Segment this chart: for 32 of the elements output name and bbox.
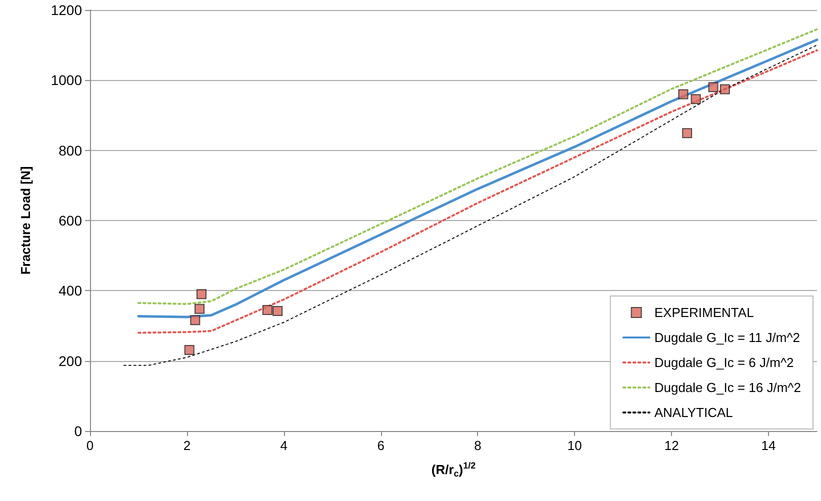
point	[262, 304, 272, 315]
point	[720, 84, 730, 94]
legend-label: EXPERIMENTAL	[654, 305, 754, 320]
point	[184, 344, 194, 355]
point	[690, 94, 701, 104]
y-tick-label: 600	[58, 212, 82, 228]
x-tick-label: 6	[377, 438, 384, 453]
legend-label: Dugdale G_Ic = 6 J/m^2	[654, 355, 794, 370]
point	[272, 306, 283, 316]
y-tick-label: 1200	[50, 2, 82, 18]
x-tick-label: 12	[664, 438, 679, 453]
point	[190, 315, 200, 326]
legend-label: Dugdale G_Ic = 16 J/m^2	[654, 380, 802, 395]
legend-label: Dugdale G_Ic = 11 J/m^2	[654, 330, 800, 345]
point	[196, 289, 206, 300]
y-tick-label: 400	[58, 282, 82, 299]
x-tick-label: 4	[280, 438, 288, 453]
point	[678, 89, 688, 100]
x-tick-label: 10	[567, 438, 582, 453]
x-tick-label: 2	[183, 438, 191, 453]
y-tick-label: 1000	[50, 72, 82, 88]
point	[708, 82, 718, 92]
x-tick-label: 14	[761, 438, 776, 453]
point	[682, 128, 692, 138]
y-tick-label: 800	[58, 142, 82, 158]
y-tick-label: 200	[58, 352, 82, 369]
point	[194, 304, 205, 314]
x-tick-label: 0	[86, 438, 94, 453]
x-tick-label: 8	[474, 438, 482, 453]
y-axis-title: Fracture Load [N]	[18, 166, 33, 275]
y-tick-label: 0	[74, 423, 82, 439]
legend-label: ANALYTICAL	[654, 405, 733, 420]
